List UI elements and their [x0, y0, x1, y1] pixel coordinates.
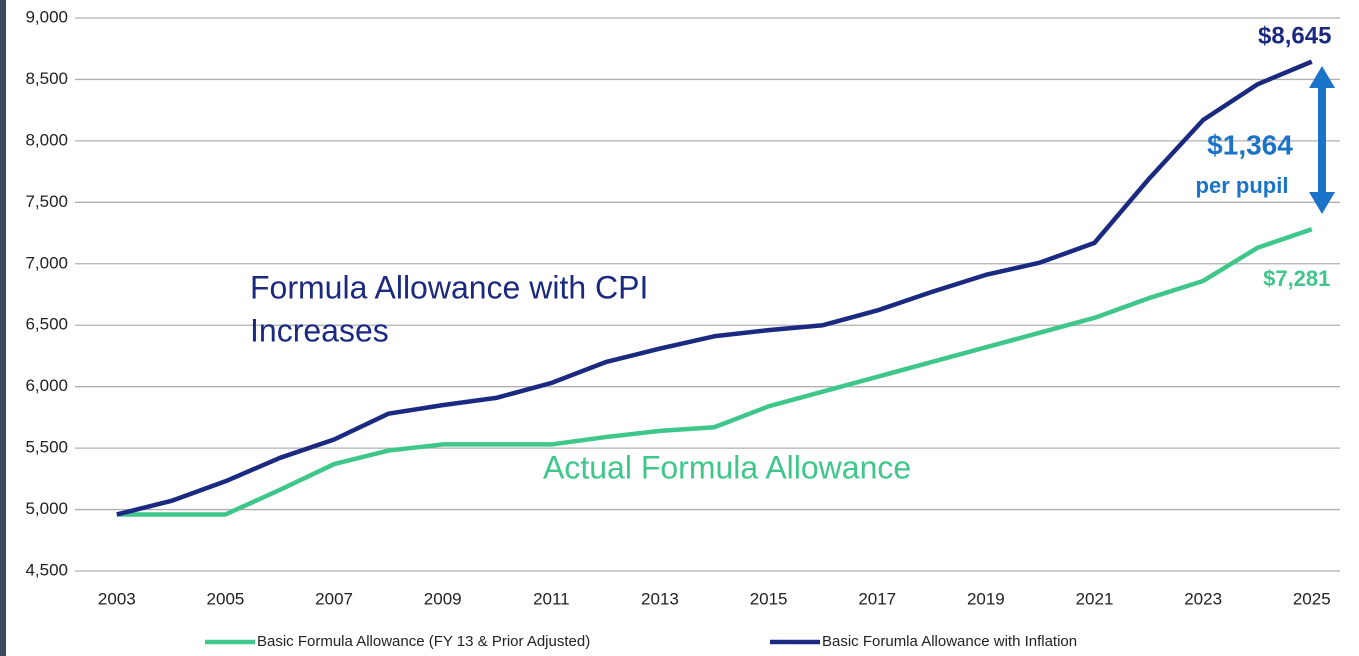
series-line — [116, 59, 1313, 517]
annotation: Actual Formula Allowance — [543, 449, 911, 485]
x-tick-label: 2023 — [1184, 589, 1222, 608]
x-tick-label: 2009 — [424, 589, 462, 608]
x-tick-label: 2013 — [641, 589, 679, 608]
annotation: per pupil — [1196, 173, 1289, 198]
x-tick-label: 2011 — [533, 589, 570, 608]
x-tick-label: 2021 — [1076, 589, 1114, 608]
plot: $7,281 $8,645 Formula Allowance with CPI In… — [116, 22, 1331, 650]
x-tick-label: 2017 — [858, 589, 896, 608]
x-tick-label: 2019 — [967, 589, 1005, 608]
y-tick-label: 8,500 — [25, 69, 68, 88]
x-tick-label: 2015 — [750, 589, 788, 608]
x-tick-label: 2007 — [315, 589, 353, 608]
x-tick-label: 2025 — [1293, 589, 1331, 608]
annotation: Increases — [250, 312, 389, 348]
y-tick-label: 4,500 — [25, 560, 68, 579]
series-line — [116, 227, 1313, 517]
legend-label: Basic Formula Allowance (FY 13 & Prior A… — [257, 633, 590, 650]
data-label: $7,281 — [1263, 266, 1330, 291]
grid: 4,500 5,000 5,500 6,000 6,500 7,000 7,500 8,000… — [25, 7, 1340, 608]
y-tick-label: 6,000 — [25, 376, 68, 395]
y-tick-label: 5,500 — [25, 438, 68, 457]
left-border — [0, 0, 6, 656]
arrow-head — [1309, 192, 1335, 214]
y-tick-label: 8,000 — [25, 130, 68, 149]
y-tick-label: 6,500 — [25, 315, 68, 334]
gap-arrow — [1309, 66, 1335, 214]
x-tick-label: 2005 — [207, 589, 245, 608]
arrow-head — [1309, 66, 1335, 88]
y-tick-label: 7,500 — [25, 192, 68, 211]
y-tick-label: 5,000 — [25, 499, 68, 518]
annotation: Formula Allowance with CPI — [250, 269, 648, 305]
annotation: $1,364 — [1207, 129, 1293, 160]
y-tick-label: 9,000 — [25, 7, 68, 26]
y-tick-label: 7,000 — [25, 253, 68, 272]
data-label: $8,645 — [1258, 22, 1331, 49]
x-tick-label: 2003 — [98, 589, 136, 608]
legend-label: Basic Forumla Allowance with Inflation — [822, 633, 1077, 650]
